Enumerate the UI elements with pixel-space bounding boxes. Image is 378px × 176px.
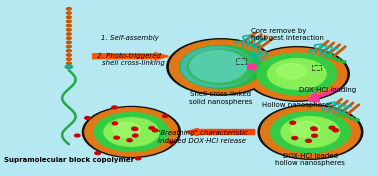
Circle shape [342,114,348,118]
Text: Hollow nanospheres: Hollow nanospheres [262,102,332,108]
Text: Supramolecular block copolymer: Supramolecular block copolymer [4,157,134,163]
Circle shape [65,65,73,69]
Circle shape [336,113,342,116]
Ellipse shape [190,51,246,82]
Circle shape [335,58,341,61]
Circle shape [291,122,320,137]
Circle shape [113,122,140,137]
Circle shape [67,12,71,14]
Circle shape [261,106,360,158]
Circle shape [67,45,71,48]
Circle shape [311,127,317,130]
Circle shape [133,134,138,137]
Circle shape [268,59,326,89]
Circle shape [329,126,335,129]
Circle shape [290,121,296,124]
Circle shape [67,29,71,31]
Circle shape [333,129,339,132]
Circle shape [152,129,158,132]
Circle shape [104,118,159,146]
Circle shape [354,118,360,121]
Circle shape [311,134,318,137]
FancyArrow shape [186,128,255,136]
Circle shape [292,137,297,140]
Circle shape [94,113,169,151]
Circle shape [114,136,119,139]
Text: "Breathing" characteristic
induced DOX·HCl release: "Breathing" characteristic induced DOX·H… [157,130,248,144]
Circle shape [329,56,335,59]
Circle shape [132,128,138,131]
Text: Shell cross-linked
solid nanospheres: Shell cross-linked solid nanospheres [189,91,253,105]
Bar [311,65,321,70]
Circle shape [85,117,90,119]
Circle shape [67,54,71,56]
Circle shape [258,105,363,159]
Circle shape [82,106,180,158]
Text: 1. Self-assembly: 1. Self-assembly [101,36,159,42]
Circle shape [112,106,117,109]
Circle shape [187,49,254,84]
Circle shape [340,60,346,63]
Circle shape [170,40,272,94]
Bar [236,58,246,64]
Circle shape [271,111,350,153]
Circle shape [135,157,141,160]
Circle shape [245,47,349,101]
Circle shape [74,134,80,137]
Circle shape [306,139,311,142]
Circle shape [85,108,178,156]
FancyArrow shape [248,63,256,71]
Circle shape [67,20,71,23]
Circle shape [127,139,132,142]
Circle shape [67,33,71,35]
FancyArrow shape [93,53,169,60]
Circle shape [95,152,100,155]
Text: Core remove by
host-gest interaction: Core remove by host-gest interaction [251,28,324,42]
Circle shape [67,41,71,44]
Circle shape [67,8,71,10]
Text: 2. Photo-triggered
    shell cross-linking: 2. Photo-triggered shell cross-linking [93,52,164,66]
Circle shape [180,45,262,88]
Circle shape [67,49,71,52]
Ellipse shape [181,47,254,87]
Text: DOX·HCl loading: DOX·HCl loading [299,87,356,93]
Circle shape [112,122,118,125]
Circle shape [169,141,175,144]
Circle shape [163,115,168,118]
Circle shape [67,37,71,39]
Circle shape [67,16,71,18]
Circle shape [281,117,340,147]
Circle shape [247,48,347,100]
Circle shape [323,55,329,58]
Circle shape [149,127,154,129]
Circle shape [348,116,354,120]
Circle shape [311,127,316,130]
Circle shape [257,53,337,95]
Circle shape [67,58,71,60]
Circle shape [67,62,71,65]
Text: DOX·HCl loaded
hollow nanospheres: DOX·HCl loaded hollow nanospheres [276,153,345,166]
Circle shape [132,127,137,130]
Circle shape [67,24,71,27]
Circle shape [167,39,275,95]
Circle shape [277,64,306,79]
